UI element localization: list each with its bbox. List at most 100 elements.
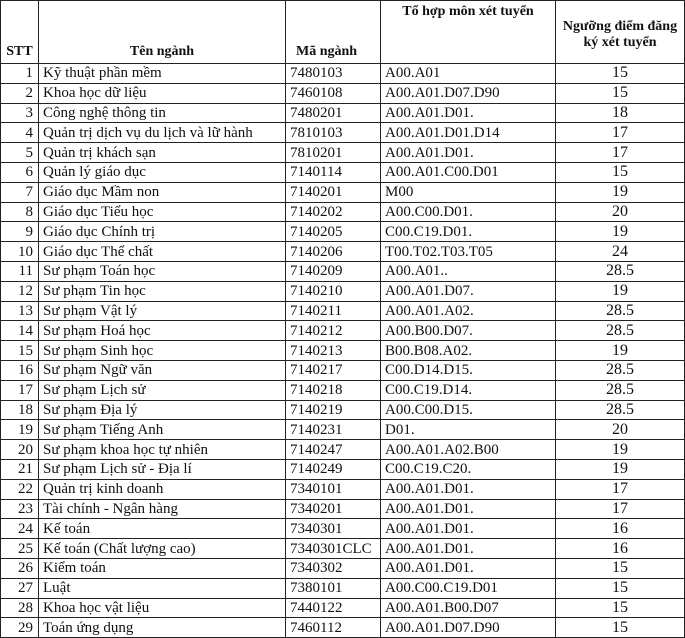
table-row: 19 Sư phạm Tiếng Anh 7140231 D01. 20 xyxy=(0,419,685,441)
cell-stt: 25 xyxy=(0,538,39,559)
table-row: 24 Kế toán 7340301 A00.A01.D01. 16 xyxy=(0,518,685,540)
cell-stt: 8 xyxy=(0,201,39,223)
table-row: 18 Sư phạm Địa lý 7140219 A00.C00.D15. 28.5 xyxy=(0,399,685,421)
cell-code: 7140114 xyxy=(285,161,381,183)
cell-score: 15 xyxy=(555,557,685,579)
cell-name: Quản trị dịch vụ du lịch và lữ hành xyxy=(38,122,286,144)
cell-name: Sư phạm Vật lý xyxy=(38,300,286,322)
cell-code: 7810201 xyxy=(285,142,381,163)
cell-name: Sư phạm khoa học tự nhiên xyxy=(38,439,286,460)
cell-code: 7140206 xyxy=(285,241,381,262)
table-row: 23 Tài chính - Ngân hàng 7340201 A00.A01.D0… xyxy=(0,498,685,520)
cell-score: 20 xyxy=(555,201,685,223)
cell-score: 20 xyxy=(555,419,685,441)
cell-combo: A00.A01.D07.D90 xyxy=(380,82,556,104)
header-name: Tên ngành xyxy=(38,0,286,64)
cell-name: Luật xyxy=(38,577,286,599)
cell-combo: T00.T02.T03.T05 xyxy=(380,241,556,262)
cell-score: 15 xyxy=(555,161,685,183)
cell-stt: 9 xyxy=(0,221,39,243)
cell-code: 7140201 xyxy=(285,181,381,203)
cell-combo: A00.A01.D01. xyxy=(380,102,556,124)
cell-combo: B00.B08.A02. xyxy=(380,340,556,361)
cell-code: 7380101 xyxy=(285,577,381,599)
cell-stt: 2 xyxy=(0,82,39,104)
cell-combo: A00.A01.D01. xyxy=(380,498,556,520)
cell-name: Sư phạm Tin học xyxy=(38,280,286,302)
cell-score: 18 xyxy=(555,102,685,124)
cell-score: 16 xyxy=(555,538,685,559)
table-row: 29 Toán ứng dụng 7460112 A00.A01.D07.D90 15 xyxy=(0,617,685,638)
cell-combo: A00.A01.D01. xyxy=(380,518,556,540)
cell-code: 7460112 xyxy=(285,617,381,638)
cell-name: Quản trị kinh doanh xyxy=(38,478,286,500)
table-row: 14 Sư phạm Hoá học 7140212 A00.B00.D07. 28.5 xyxy=(0,320,685,342)
cell-name: Kế toán (Chất lượng cao) xyxy=(38,538,286,559)
cell-score: 16 xyxy=(555,518,685,540)
cell-stt: 20 xyxy=(0,439,39,460)
cell-combo: A00.A01.D01.D14 xyxy=(380,122,556,144)
cell-name: Kiểm toán xyxy=(38,557,286,579)
cell-combo: A00.A01.D01. xyxy=(380,478,556,500)
cell-score: 15 xyxy=(555,597,685,619)
cell-stt: 19 xyxy=(0,419,39,441)
cell-stt: 16 xyxy=(0,359,39,381)
cell-combo: A00.A01.C00.D01 xyxy=(380,161,556,183)
cell-score: 17 xyxy=(555,498,685,520)
cell-name: Sư phạm Lịch sử - Địa lí xyxy=(38,458,286,480)
cell-stt: 28 xyxy=(0,597,39,619)
cell-code: 7340301CLC xyxy=(285,538,381,559)
cell-score: 24 xyxy=(555,241,685,262)
cell-code: 7140209 xyxy=(285,260,381,282)
cell-score: 19 xyxy=(555,221,685,243)
cell-code: 7140211 xyxy=(285,300,381,322)
cell-score: 19 xyxy=(555,181,685,203)
cell-score: 15 xyxy=(555,63,685,84)
cell-stt: 26 xyxy=(0,557,39,579)
cell-combo: C00.C19.D14. xyxy=(380,379,556,401)
table-row: 5 Quản trị khách sạn 7810201 A00.A01.D01. 17 xyxy=(0,142,685,163)
cell-code: 7460108 xyxy=(285,82,381,104)
cell-name: Giáo dục Chính trị xyxy=(38,221,286,243)
cell-stt: 17 xyxy=(0,379,39,401)
cell-name: Kỹ thuật phần mềm xyxy=(38,63,286,84)
cell-code: 7140217 xyxy=(285,359,381,381)
cell-code: 7140212 xyxy=(285,320,381,342)
table-row: 11 Sư phạm Toán học 7140209 A00.A01.. 28.5 xyxy=(0,260,685,282)
cell-combo: A00.C00.D01. xyxy=(380,201,556,223)
cell-name: Sư phạm Ngữ văn xyxy=(38,359,286,381)
cell-stt: 4 xyxy=(0,122,39,144)
cell-stt: 18 xyxy=(0,399,39,421)
cell-code: 7140219 xyxy=(285,399,381,421)
cell-stt: 11 xyxy=(0,260,39,282)
cell-score: 17 xyxy=(555,142,685,163)
cell-code: 7340302 xyxy=(285,557,381,579)
cell-score: 28.5 xyxy=(555,379,685,401)
cell-code: 7340301 xyxy=(285,518,381,540)
cell-stt: 24 xyxy=(0,518,39,540)
cell-stt: 12 xyxy=(0,280,39,302)
cell-name: Giáo dục Mầm non xyxy=(38,181,286,203)
cell-name: Giáo dục Thể chất xyxy=(38,241,286,262)
cell-stt: 3 xyxy=(0,102,39,124)
cell-combo: A00.C00.C19.D01 xyxy=(380,577,556,599)
cell-stt: 22 xyxy=(0,478,39,500)
cell-score: 17 xyxy=(555,478,685,500)
cell-code: 7140205 xyxy=(285,221,381,243)
cell-combo: A00.A01 xyxy=(380,63,556,84)
cell-code: 7810103 xyxy=(285,122,381,144)
cell-combo: A00.B00.D07. xyxy=(380,320,556,342)
cell-score: 15 xyxy=(555,617,685,638)
cell-name: Sư phạm Lịch sử xyxy=(38,379,286,401)
cell-score: 28.5 xyxy=(555,260,685,282)
header-row: STT Tên ngành Mã ngành Tổ hợp môn xét tu… xyxy=(0,0,685,64)
cell-combo: C00.C19.D01. xyxy=(380,221,556,243)
cell-score: 19 xyxy=(555,280,685,302)
cell-score: 28.5 xyxy=(555,399,685,421)
cell-name: Toán ứng dụng xyxy=(38,617,286,638)
cell-name: Khoa học vật liệu xyxy=(38,597,286,619)
table-row: 22 Quản trị kinh doanh 7340101 A00.A01.D01.… xyxy=(0,478,685,500)
header-threshold: Ngưỡng điểm đăng ký xét tuyển xyxy=(555,0,685,64)
table-row: 28 Khoa học vật liệu 7440122 A00.A01.B00.D0… xyxy=(0,597,685,619)
table-row: 3 Công nghệ thông tin 7480201 A00.A01.D01. 1… xyxy=(0,102,685,124)
